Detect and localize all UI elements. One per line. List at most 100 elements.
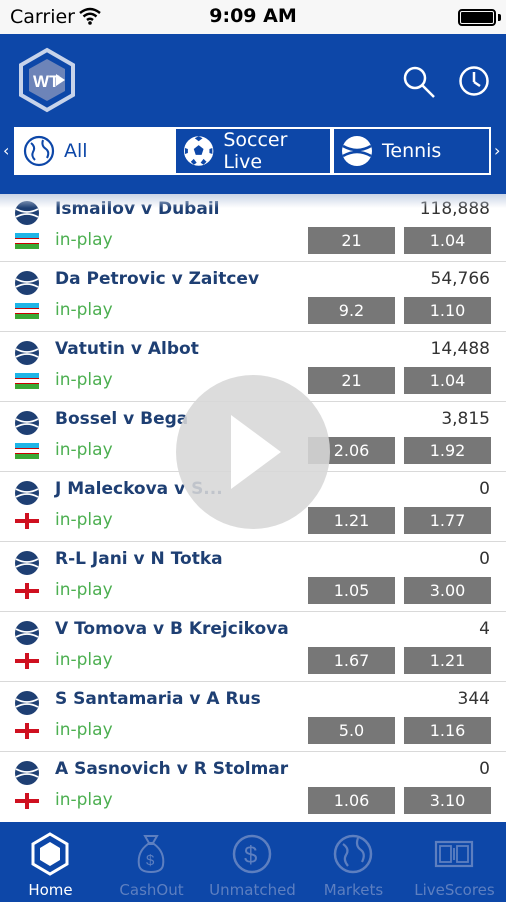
search-icon[interactable] <box>402 65 436 99</box>
nav-label: Markets <box>323 881 384 899</box>
matched-volume: 54,766 <box>430 269 490 289</box>
match-name: Vatutin v Albot <box>55 339 199 359</box>
matched-volume: 0 <box>479 479 490 499</box>
match-row[interactable]: V Tomova v B Krejcikova 4 in-play 1.67 1.21 <box>0 612 506 682</box>
back-odds-button[interactable]: 1.05 <box>308 577 395 604</box>
nav-home[interactable]: Home <box>0 822 101 902</box>
england-flag-icon <box>15 723 39 739</box>
back-odds-button[interactable]: 21 <box>308 367 395 394</box>
in-play-status: in-play <box>55 510 113 530</box>
match-name: Bossel v Bega <box>55 409 189 429</box>
tab-tennis[interactable]: Tennis <box>332 127 491 175</box>
match-row[interactable]: Bossel v Bega 3,815 in-play 2.06 1.92 <box>0 402 506 472</box>
clock-time: 9:09 AM <box>209 5 297 27</box>
match-name: Da Petrovic v Zaitcev <box>55 269 260 289</box>
tennis-ball-icon <box>15 621 39 645</box>
match-name: R-L Jani v N Totka <box>55 549 223 569</box>
back-odds-button[interactable]: 1.21 <box>308 507 395 534</box>
tab-label: Soccer Live <box>223 129 288 173</box>
back-odds-button[interactable]: 1.67 <box>308 647 395 674</box>
lay-odds-button[interactable]: 1.16 <box>404 717 491 744</box>
nav-label: Home <box>28 881 73 899</box>
svg-text:$: $ <box>146 852 155 869</box>
nav-cashout[interactable]: $ CashOut <box>101 822 202 902</box>
back-odds-button[interactable]: 9.2 <box>308 297 395 324</box>
uzbekistan-flag-icon <box>15 443 39 459</box>
in-play-status: in-play <box>55 580 113 600</box>
tennis-ball-icon <box>15 341 39 365</box>
play-icon <box>231 415 281 489</box>
back-odds-button[interactable]: 1.06 <box>308 787 395 814</box>
tennis-ball-icon <box>15 271 39 295</box>
lay-odds-button[interactable]: 3.00 <box>404 577 491 604</box>
match-name: A Sasnovich v R Stolmar <box>55 759 289 779</box>
lay-odds-button[interactable]: 3.10 <box>404 787 491 814</box>
england-flag-icon <box>15 583 39 599</box>
battery-icon <box>458 9 496 26</box>
match-name: J Maleckova v S... <box>55 479 223 499</box>
lay-odds-button[interactable]: 1.10 <box>404 297 491 324</box>
nav-label: CashOut <box>119 881 184 899</box>
nav-livescores[interactable]: LiveScores <box>404 822 505 902</box>
match-row[interactable]: Vatutin v Albot 14,488 in-play 21 1.04 <box>0 332 506 402</box>
tennis-ball-icon <box>15 551 39 575</box>
scoreboard-icon <box>434 840 474 868</box>
lay-odds-button[interactable]: 1.77 <box>404 507 491 534</box>
nav-label: Unmatched <box>209 881 296 899</box>
england-flag-icon <box>15 793 39 809</box>
app-logo[interactable]: WT <box>16 47 78 113</box>
match-name: S Santamaria v A Rus <box>55 689 261 709</box>
globe-icon <box>333 834 373 874</box>
matched-volume: 0 <box>479 759 490 779</box>
status-bar: Carrier 9:09 AM <box>0 0 506 34</box>
history-clock-icon[interactable] <box>458 65 490 97</box>
uzbekistan-flag-icon <box>15 303 39 319</box>
tabs-left-arrow-icon[interactable]: ‹ <box>3 141 10 160</box>
match-row[interactable]: R-L Jani v N Totka 0 in-play 1.05 3.00 <box>0 542 506 612</box>
back-odds-button[interactable]: 5.0 <box>308 717 395 744</box>
app-header: WT ‹ All <box>0 34 506 194</box>
england-flag-icon <box>15 653 39 669</box>
matched-volume: 3,815 <box>441 409 490 429</box>
home-hexagon-icon <box>31 832 69 876</box>
carrier-label: Carrier <box>10 6 75 28</box>
tennis-ball-icon <box>15 411 39 435</box>
nav-markets[interactable]: Markets <box>303 822 404 902</box>
lay-odds-button[interactable]: 1.04 <box>404 227 491 254</box>
in-play-status: in-play <box>55 230 113 250</box>
in-play-status: in-play <box>55 370 113 390</box>
money-bag-icon: $ <box>137 835 165 874</box>
uzbekistan-flag-icon <box>15 373 39 389</box>
lay-odds-button[interactable]: 1.21 <box>404 647 491 674</box>
lay-odds-button[interactable]: 1.04 <box>404 367 491 394</box>
match-row[interactable]: S Santamaria v A Rus 344 in-play 5.0 1.16 <box>0 682 506 752</box>
tennis-ball-icon <box>15 761 39 785</box>
in-play-status: in-play <box>55 300 113 320</box>
matched-volume: 0 <box>479 549 490 569</box>
dollar-circle-icon: $ <box>232 834 272 874</box>
match-row[interactable]: J Maleckova v S... 0 in-play 1.21 1.77 <box>0 472 506 542</box>
match-name: V Tomova v B Krejcikova <box>55 619 289 639</box>
nav-unmatched[interactable]: $ Unmatched <box>202 822 303 902</box>
match-row[interactable]: Da Petrovic v Zaitcev 54,766 in-play 9.2 1.1… <box>0 262 506 332</box>
globe-icon <box>23 135 55 167</box>
lay-odds-button[interactable]: 1.92 <box>404 437 491 464</box>
soccer-ball-icon <box>183 136 214 166</box>
sport-tabs: ‹ All Soccer Live <box>0 127 506 177</box>
tennis-ball-icon <box>15 691 39 715</box>
matched-volume: 14,488 <box>430 339 490 359</box>
matched-volume: 344 <box>457 689 490 709</box>
in-play-status: in-play <box>55 720 113 740</box>
svg-text:$: $ <box>244 842 257 869</box>
in-play-status: in-play <box>55 440 113 460</box>
in-play-status: in-play <box>55 790 113 810</box>
england-flag-icon <box>15 513 39 529</box>
tabs-right-arrow-icon[interactable]: › <box>494 141 501 160</box>
match-row[interactable]: A Sasnovich v R Stolmar 0 in-play 1.06 3.10 <box>0 752 506 821</box>
back-odds-button[interactable]: 21 <box>308 227 395 254</box>
tab-label: Tennis <box>382 140 442 162</box>
video-play-button[interactable] <box>176 375 330 529</box>
tab-all[interactable]: All <box>14 127 174 175</box>
tab-soccer-live[interactable]: Soccer Live <box>174 127 332 175</box>
wifi-icon <box>79 7 101 25</box>
